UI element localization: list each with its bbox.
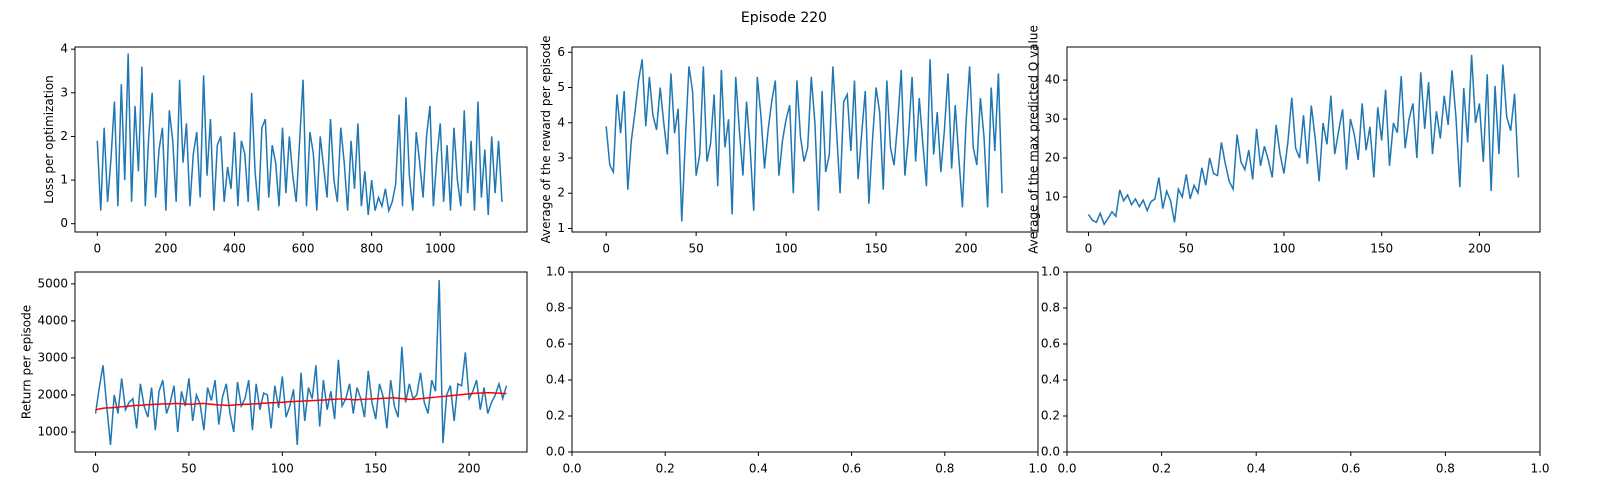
y-tick-label: 5: [557, 80, 565, 94]
y-axis-label: Return per episode: [20, 305, 34, 419]
y-tick-label: 10: [1045, 189, 1060, 203]
y-tick-label: 0.0: [546, 445, 565, 459]
y-tick-label: 2: [60, 129, 68, 143]
data-line: [605, 59, 1003, 222]
y-tick-label: 0.6: [1041, 337, 1060, 351]
x-tick-label: 0.2: [656, 462, 675, 476]
y-tick-label: 0.8: [546, 301, 565, 315]
y-tick-label: 4: [60, 42, 68, 56]
y-axis-label: Average of the max predicted Q value: [1027, 25, 1041, 254]
y-tick-label: 1: [60, 173, 68, 187]
y-tick-label: 40: [1045, 73, 1060, 87]
y-tick-label: 1000: [37, 425, 68, 439]
y-axis-label: Loss per optimization: [42, 75, 56, 204]
y-tick-label: 30: [1045, 112, 1060, 126]
x-tick-label: 1.0: [1028, 462, 1047, 476]
y-tick-label: 5000: [37, 276, 68, 290]
y-axis-label: Average of the reward per episode: [539, 35, 553, 243]
figure-title: Episode 220: [741, 10, 827, 26]
x-tick-label: 100: [271, 462, 294, 476]
x-tick-label: 1000: [425, 242, 456, 256]
x-tick-label: 0.0: [562, 462, 581, 476]
y-tick-label: 4000: [37, 313, 68, 327]
y-tick-label: 0.4: [1041, 373, 1060, 387]
x-tick-label: 50: [1179, 242, 1194, 256]
x-tick-label: 50: [689, 242, 704, 256]
y-tick-label: 0.0: [1041, 445, 1060, 459]
x-tick-label: 0.6: [842, 462, 861, 476]
x-tick-label: 0.8: [935, 462, 954, 476]
x-tick-label: 800: [360, 242, 383, 256]
x-tick-label: 0.6: [1341, 462, 1360, 476]
y-tick-label: 2000: [37, 387, 68, 401]
x-tick-label: 0.4: [1247, 462, 1266, 476]
x-tick-label: 0.0: [1057, 462, 1076, 476]
x-tick-label: 100: [1273, 242, 1296, 256]
y-tick-label: 3: [557, 151, 565, 165]
x-tick-label: 0: [1085, 242, 1093, 256]
x-tick-label: 200: [1468, 242, 1491, 256]
data-line: [96, 53, 503, 216]
x-tick-label: 200: [955, 242, 978, 256]
y-tick-label: 0.4: [546, 373, 565, 387]
x-tick-label: 0: [602, 242, 610, 256]
x-tick-label: 400: [223, 242, 246, 256]
x-tick-label: 100: [775, 242, 798, 256]
x-tick-label: 200: [154, 242, 177, 256]
axes-frame: [74, 271, 528, 453]
axes-frame: [1066, 46, 1541, 233]
y-tick-label: 0.2: [1041, 409, 1060, 423]
axes-frame: [571, 46, 1039, 233]
y-tick-label: 6: [557, 45, 565, 59]
data-line: [95, 391, 507, 411]
x-tick-label: 600: [292, 242, 315, 256]
x-tick-label: 150: [1370, 242, 1393, 256]
axes-frame: [74, 46, 528, 233]
x-tick-label: 0: [93, 242, 101, 256]
data-line: [94, 280, 508, 446]
data-line: [1087, 54, 1520, 226]
y-tick-label: 3000: [37, 350, 68, 364]
axes-frame: [571, 271, 1039, 453]
y-tick-label: 20: [1045, 151, 1060, 165]
y-tick-label: 1.0: [1041, 265, 1060, 279]
x-tick-label: 0: [92, 462, 100, 476]
y-tick-label: 0.2: [546, 409, 565, 423]
x-tick-label: 150: [364, 462, 387, 476]
y-tick-label: 1: [557, 221, 565, 235]
x-tick-label: 1.0: [1530, 462, 1549, 476]
y-tick-label: 2: [557, 186, 565, 200]
x-tick-label: 50: [181, 462, 196, 476]
x-tick-label: 0.2: [1152, 462, 1171, 476]
y-tick-label: 1.0: [546, 265, 565, 279]
y-tick-label: 0: [60, 216, 68, 230]
y-tick-label: 0.6: [546, 337, 565, 351]
y-tick-label: 0.8: [1041, 301, 1060, 315]
x-tick-label: 150: [865, 242, 888, 256]
x-tick-label: 0.8: [1436, 462, 1455, 476]
x-tick-label: 0.4: [749, 462, 768, 476]
y-tick-label: 3: [60, 85, 68, 99]
y-tick-label: 4: [557, 115, 565, 129]
x-tick-label: 200: [458, 462, 481, 476]
axes-frame: [1066, 271, 1541, 453]
